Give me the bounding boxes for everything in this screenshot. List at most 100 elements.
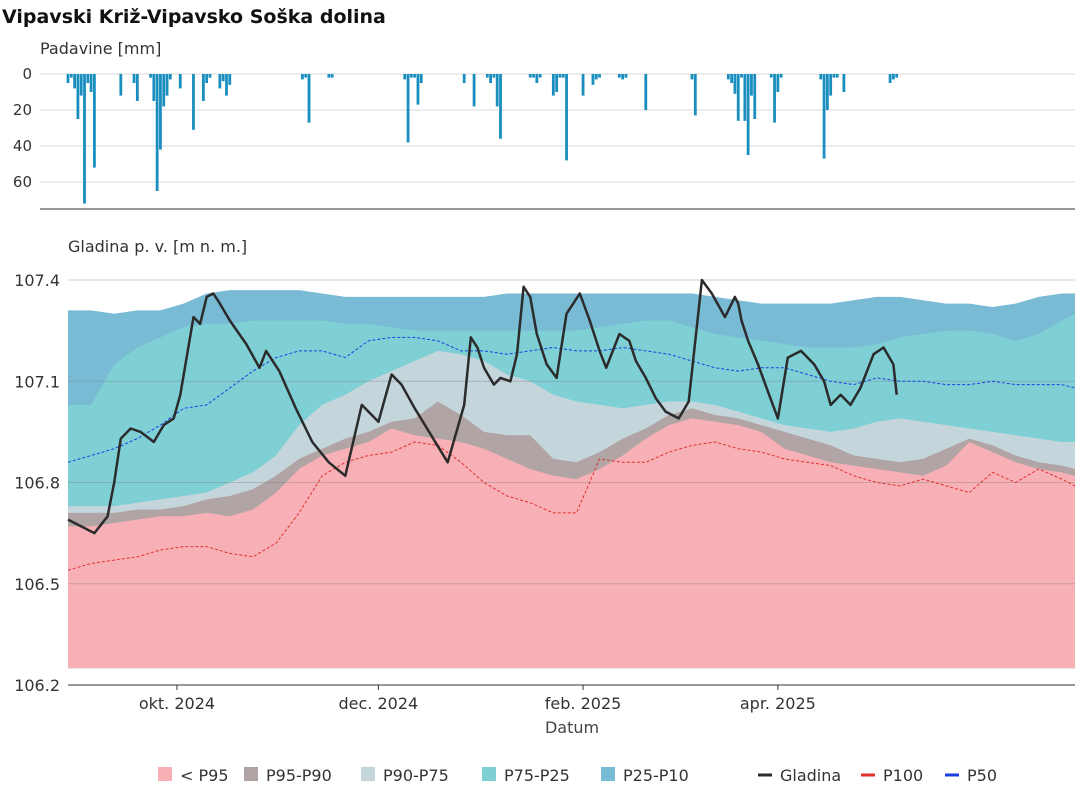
precip-y-tick-label: 40: [13, 137, 32, 155]
level-y-tick-label: 106.2: [14, 676, 60, 695]
legend-item: P95-P90: [244, 766, 332, 785]
precip-bar: [119, 74, 123, 96]
precip-bar: [416, 74, 420, 105]
legend-label: P75-P25: [504, 766, 570, 785]
precip-bar: [693, 74, 697, 116]
precip-bar: [895, 74, 899, 78]
precip-bar: [409, 74, 413, 78]
precip-bar: [304, 74, 308, 78]
precip-bar: [413, 74, 417, 78]
precip-bar: [73, 74, 77, 89]
legend-label: P25-P10: [623, 766, 689, 785]
precip-bar: [89, 74, 93, 92]
precip-bar: [779, 74, 783, 78]
precip-bar: [330, 74, 334, 78]
precip-bar: [690, 74, 694, 80]
precip-bar: [327, 74, 331, 78]
precip-bar: [66, 74, 70, 83]
precip-bar: [750, 74, 753, 96]
band-p95: [68, 418, 1075, 669]
legend-item: < P95: [158, 766, 229, 785]
precip-bar: [149, 74, 152, 78]
precip-bar: [528, 74, 532, 78]
precip-bar: [205, 74, 209, 83]
precip-bar: [822, 74, 826, 159]
precip-bar: [152, 74, 156, 101]
precip-bar: [746, 74, 750, 155]
x-tick-label: feb. 2025: [545, 694, 622, 713]
precip-bar: [888, 74, 892, 83]
precip-bar: [591, 74, 595, 85]
precip-bar: [406, 74, 410, 143]
precip-bar: [178, 74, 182, 89]
precip-bar: [598, 74, 601, 78]
legend-item: Gladina: [758, 766, 841, 785]
legend-item: P25-P10: [601, 766, 689, 785]
precip-bar: [829, 74, 833, 96]
precip-bar: [218, 74, 222, 89]
precip-bar: [419, 74, 423, 83]
precip-bar: [69, 74, 73, 78]
level-y-tick-label: 106.5: [14, 575, 60, 594]
precip-bar: [733, 74, 737, 94]
precip-bar: [221, 74, 225, 82]
precip-bar: [621, 74, 625, 80]
legend-label: P95-P90: [266, 766, 332, 785]
precip-bar: [535, 74, 539, 83]
level-axis-label: Gladina p. v. [m n. m.]: [68, 237, 247, 256]
precip-bar: [192, 74, 195, 130]
precip-bar: [93, 74, 96, 168]
precip-bar: [307, 74, 311, 123]
precip-bar: [76, 74, 80, 119]
precip-bar: [495, 74, 499, 107]
precip-bar: [753, 74, 757, 119]
level-y-tick-label: 107.4: [14, 271, 60, 290]
legend-label: P50: [967, 766, 997, 785]
precip-bar: [499, 74, 502, 139]
precip-bar: [769, 74, 773, 78]
precip-axis-label: Padavine [mm]: [40, 39, 161, 58]
precip-bar: [776, 74, 780, 92]
legend-swatch: [158, 767, 172, 781]
legend-swatch: [482, 767, 496, 781]
precip-bar: [538, 74, 542, 78]
level-y-tick-label: 107.1: [14, 372, 60, 391]
precip-bar: [301, 74, 304, 80]
x-tick-label: dec. 2024: [339, 694, 419, 713]
precip-bar: [132, 74, 136, 83]
precip-bar: [561, 74, 565, 78]
x-axis-label: Datum: [545, 718, 599, 737]
precip-bar: [168, 74, 172, 80]
precip-bar: [819, 74, 823, 80]
precip-bar: [644, 74, 648, 110]
precip-bar: [83, 74, 86, 204]
precip-bar: [208, 74, 212, 78]
precip-y-tick-label: 20: [13, 101, 32, 119]
precip-bar: [892, 74, 895, 80]
precip-bar: [726, 74, 730, 80]
precip-bar: [462, 74, 466, 83]
precip-bar: [551, 74, 555, 96]
legend-label: P100: [883, 766, 923, 785]
precip-bar: [594, 74, 598, 80]
legend-item: P75-P25: [482, 766, 570, 785]
precip-bar: [581, 74, 585, 96]
x-tick-label: okt. 2024: [139, 694, 215, 713]
chart-title: Vipavski Križ-Vipavsko Soška dolina: [2, 6, 386, 28]
precip-bar: [228, 74, 232, 85]
precip-bar: [624, 74, 628, 78]
precip-bar: [832, 74, 836, 78]
legend-swatch: [244, 767, 258, 781]
precip-bar: [740, 74, 743, 78]
level-y-tick-label: 106.8: [14, 474, 60, 493]
precip-bar: [617, 74, 621, 78]
precip-bar: [730, 74, 734, 83]
precip-bar: [225, 74, 228, 96]
precip-bar: [773, 74, 776, 123]
legend-swatch: [361, 767, 375, 781]
precip-y-tick-label: 0: [22, 65, 32, 83]
precip-bar: [558, 74, 562, 78]
legend-label: P90-P75: [383, 766, 449, 785]
